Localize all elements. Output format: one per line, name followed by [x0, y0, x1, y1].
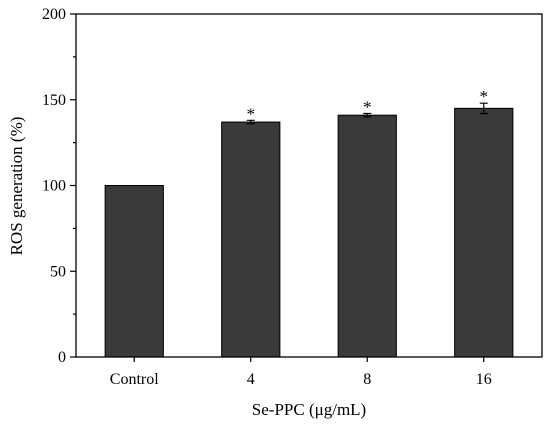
y-axis-ticks: 0 50 100 150 200 — [42, 6, 76, 366]
x-tick-label-16: 16 — [476, 371, 492, 388]
significance-markers-group: * * * — [247, 87, 489, 123]
x-axis-label: Se-PPC (μg/mL) — [252, 400, 366, 419]
x-tick-label-8: 8 — [363, 371, 371, 388]
error-bar-4 — [246, 119, 255, 125]
bar-8 — [337, 114, 397, 358]
bars-group — [104, 107, 514, 358]
significance-marker-16: * — [480, 87, 489, 106]
x-tick-label-4: 4 — [247, 371, 255, 388]
error-bar-8 — [363, 112, 372, 118]
y-axis-label: ROS generation (%) — [7, 117, 26, 256]
bar-4 — [221, 121, 281, 358]
bar-Control — [104, 185, 164, 358]
y-tick-label-100: 100 — [42, 178, 66, 195]
error-bar-16 — [479, 102, 488, 115]
y-tick-label-150: 150 — [42, 92, 66, 109]
x-axis-ticks: Control 4 8 16 — [110, 357, 492, 388]
y-tick-label-200: 200 — [42, 6, 66, 23]
x-tick-label-Control: Control — [110, 371, 159, 388]
significance-marker-4: * — [247, 104, 256, 123]
error-bars-group — [246, 102, 488, 125]
significance-marker-8: * — [363, 97, 372, 116]
y-tick-label-0: 0 — [58, 349, 66, 366]
bar-16 — [454, 107, 514, 358]
y-tick-label-50: 50 — [50, 263, 66, 280]
